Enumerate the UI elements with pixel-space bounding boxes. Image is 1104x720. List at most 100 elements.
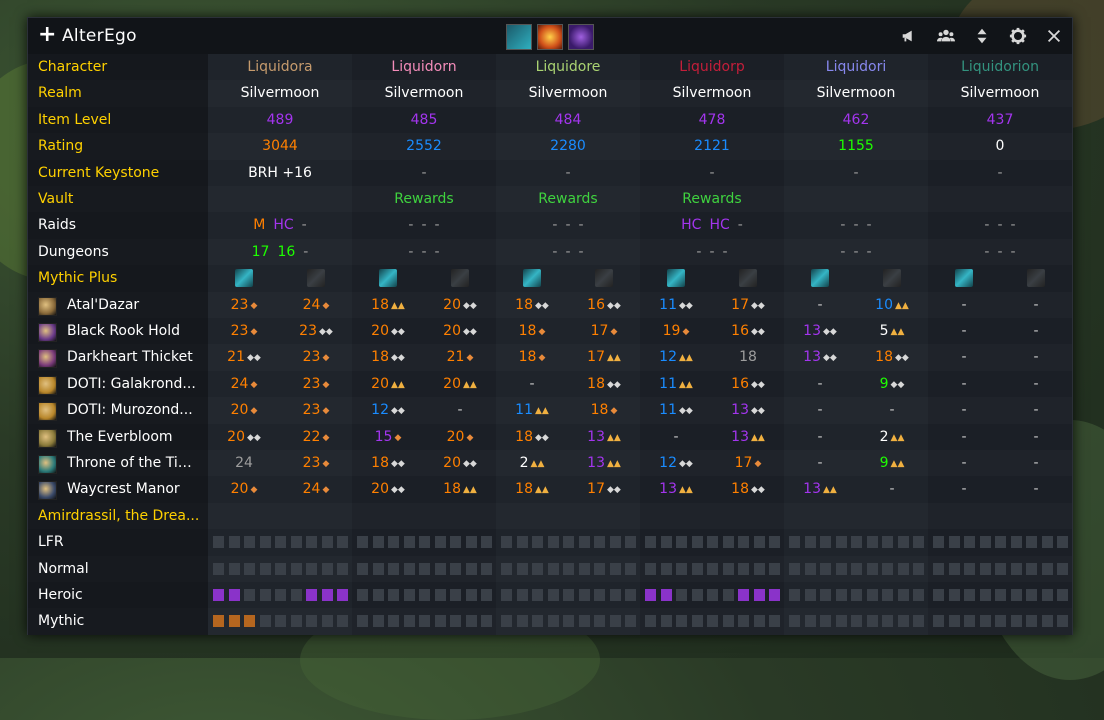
announce-button[interactable]: [894, 21, 924, 51]
upgrade-chevron-icon: ▲▲: [462, 485, 477, 496]
boss-kill-square: [372, 536, 384, 549]
boss-kill-square: [357, 536, 368, 549]
keystone-level: 5: [879, 323, 889, 339]
keystone-level: 20: [443, 375, 461, 392]
run-level: 5 ▲▲: [856, 318, 928, 344]
boss-kill-square: [403, 589, 415, 601]
boss-kill-square: [835, 562, 847, 575]
boss-kill-square: [660, 562, 672, 575]
upgrade-chevron-icon: ▲▲: [894, 300, 909, 311]
settings-button[interactable]: [1003, 21, 1033, 51]
upgrade-chevron-icon: ◆◆: [606, 485, 621, 496]
boss-kill-square: [306, 536, 317, 549]
keystone-level: -: [457, 402, 463, 419]
dungeon-icon: [38, 428, 57, 448]
run-level: 18 ◆: [496, 344, 568, 370]
upgrade-chevron-icon: ◆◆: [750, 379, 765, 390]
column-bg: [640, 476, 784, 503]
realm-value: Silvermoon: [240, 85, 320, 102]
boss-kill-square: [465, 615, 477, 628]
character-name[interactable]: Liquidori: [825, 59, 887, 75]
sort-button[interactable]: [967, 21, 997, 51]
character-name[interactable]: Liquidora: [247, 59, 313, 75]
upgrade-chevron-icon: ◆◆: [678, 406, 693, 417]
boss-kill-square: [722, 562, 734, 575]
keystone-level: 20: [443, 296, 461, 313]
upgrade-chevron-icon: ◆: [322, 459, 330, 469]
dungeon-icon: [38, 375, 57, 395]
column-bg: [208, 344, 352, 371]
column-bg: [496, 80, 640, 107]
keystone-level: -: [529, 375, 535, 392]
keystone-level: 20: [371, 481, 389, 498]
run-level: 18 ◆◆: [496, 424, 568, 450]
character-name[interactable]: Liquidorp: [679, 59, 745, 75]
upgrade-chevron-icon: ◆◆: [750, 300, 765, 311]
boss-kill-square: [804, 562, 816, 575]
keystone-level: 20: [230, 481, 249, 498]
vault-slot: -: [421, 217, 427, 234]
keystone-level: 15: [374, 428, 393, 445]
boss-kill-square: [835, 589, 847, 601]
column-bg: [784, 133, 928, 160]
row-character: Character Liquidora Liquidorn Liquidore Liqu…: [28, 54, 1072, 81]
keystone-level: 12: [371, 402, 389, 419]
characters-button[interactable]: [931, 21, 961, 51]
keystone-level: 20: [371, 375, 389, 392]
vault-dungeons-slots: ---: [496, 239, 640, 265]
upgrade-chevron-icon: ◆: [682, 327, 690, 337]
upgrade-chevron-icon: ◆: [250, 406, 258, 417]
upgrade-chevron-icon: ◆: [322, 485, 330, 496]
boss-kill-square: [913, 562, 924, 575]
character-name[interactable]: Liquidorion: [961, 59, 1039, 75]
boss-kill-square: [563, 615, 574, 628]
row-dungeon: The Everbloom 20 ◆◆ 22 ◆ 15 ◆ 20 ◆ 18 ◆◆ 13 ▲▲ -13 ▲▲ -…: [28, 423, 1072, 450]
dungeon-name: DOTI: Galakrond...: [67, 375, 196, 392]
column-bg: [928, 159, 1072, 186]
boss-kill-square: [434, 589, 446, 601]
column-bg: [640, 133, 784, 160]
row-label-mythic: Mythic: [38, 613, 85, 630]
affix-icon-1[interactable]: [506, 24, 532, 50]
vault-slot: -: [696, 243, 702, 260]
boss-kill-square: [388, 562, 399, 575]
character-name[interactable]: Liquidorn: [391, 59, 457, 75]
boss-kill-square: [244, 536, 255, 549]
keystone-level: 19: [662, 323, 681, 339]
column-bg: [496, 106, 640, 134]
row-label-bg: [28, 450, 208, 477]
keystone-level: 21: [446, 349, 465, 366]
column-bg: [352, 344, 496, 371]
column-bg: [640, 80, 784, 107]
tyrannical-affix-icon: [811, 269, 829, 288]
tyrannical-affix-icon: [667, 269, 685, 288]
boss-kill-square: [789, 615, 800, 628]
boss-kill-square: [948, 562, 960, 575]
keystone-level: 23: [302, 349, 321, 366]
boss-kill-square: [228, 615, 240, 628]
character-name[interactable]: Liquidore: [535, 59, 601, 75]
keystone-level: 13: [803, 481, 821, 498]
vault-slot: -: [709, 243, 715, 260]
run-level: 18 ◆: [496, 318, 568, 344]
row-label-bg: [28, 582, 208, 609]
upgrade-chevron-icon: ◆◆: [678, 459, 693, 469]
close-button[interactable]: [1039, 21, 1069, 51]
keystone-value: -: [997, 164, 1003, 181]
affix-icon-3[interactable]: [568, 24, 594, 50]
upgrade-chevron-icon: ◆: [466, 353, 474, 364]
run-level: 13 ▲▲: [784, 476, 856, 502]
keystone-level: 11: [659, 296, 677, 313]
vault-slot: HC: [273, 217, 294, 234]
affix-icon-2[interactable]: [537, 24, 563, 50]
keystone-level: -: [1033, 323, 1039, 339]
keystone-level: -: [961, 428, 967, 445]
run-level: 17 ▲▲: [568, 344, 640, 370]
keystone-level: 24: [235, 455, 253, 471]
boss-kill-square: [228, 536, 240, 549]
keystone-level: 18: [515, 428, 533, 445]
column-bg: [640, 186, 784, 213]
tyrannical-affix-icon: [235, 269, 253, 288]
keystone-value: -: [709, 164, 715, 181]
vault-raids-slots: ---: [784, 212, 928, 238]
